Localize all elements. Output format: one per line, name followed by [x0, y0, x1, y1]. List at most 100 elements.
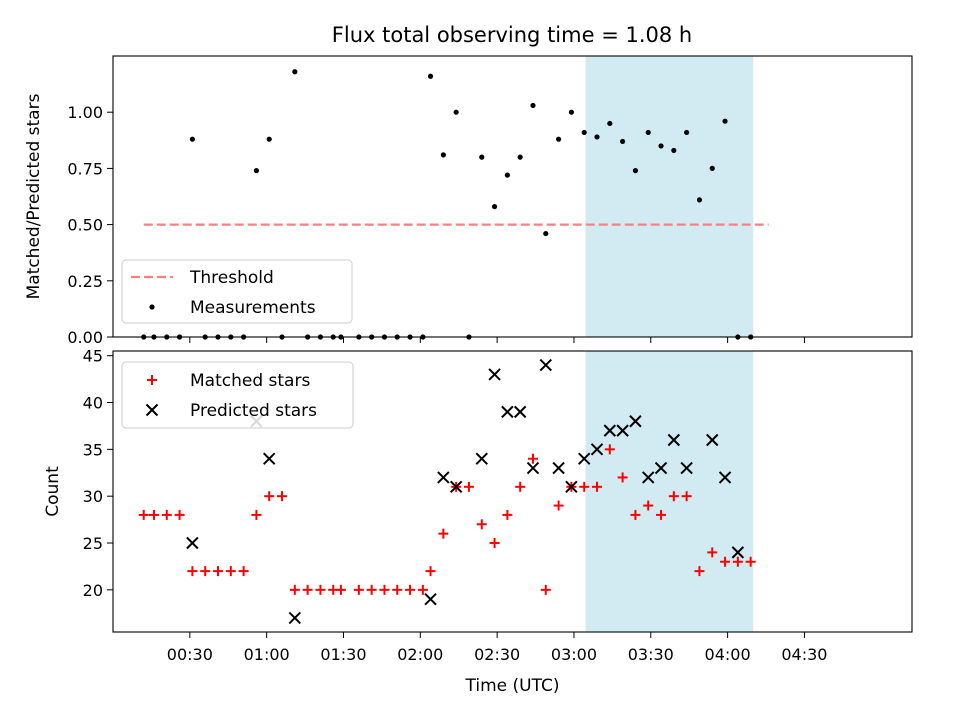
top-highlight-span — [585, 56, 754, 337]
predicted-star-point — [263, 452, 276, 465]
matched-star-point — [489, 538, 500, 549]
top-x-ticks — [189, 337, 805, 343]
measurement-point — [684, 129, 690, 136]
bottom-x-axis: 00:30 01:00 01:30 02:00 02:30 03:00 03:30 04:00… — [167, 632, 827, 664]
measurement-point — [253, 168, 260, 174]
predicted-star-point — [449, 480, 463, 494]
x-stroke-b — [642, 471, 655, 484]
matched-star-point — [540, 584, 551, 595]
predicted-star-point — [654, 461, 668, 475]
y-tick-label: 0.75 — [67, 159, 103, 178]
matched-star-point — [604, 444, 615, 455]
matched-star-point — [617, 472, 628, 483]
predicted-star-point — [718, 471, 732, 484]
matched-star-point — [527, 453, 538, 464]
x-stroke-b — [603, 424, 617, 437]
x-stroke-b — [145, 403, 159, 417]
measurement-point — [581, 129, 587, 136]
predicted-star-point — [629, 415, 642, 428]
x-tick-label: 01:30 — [320, 645, 366, 664]
bottom-y-axis: 20 25 30 35 40 45 — [83, 347, 113, 600]
predicted-star-point — [680, 461, 693, 475]
matched-star-point — [366, 584, 377, 595]
predicted-star-point — [288, 611, 302, 625]
x-stroke-b — [526, 461, 540, 475]
matched-star-point — [353, 584, 364, 595]
y-tick-label: 0.25 — [67, 272, 103, 291]
top-y-axis: 0.00 0.25 0.50 0.75 1.00 — [67, 103, 113, 347]
matched-star-point — [225, 566, 236, 577]
x-stroke-b — [590, 443, 604, 456]
predicted-star-point — [539, 358, 552, 372]
top-legend: Threshold Measurements — [121, 259, 353, 324]
legend-predicted-label: Predicted stars — [190, 401, 317, 421]
x-stroke-b — [680, 461, 693, 475]
matched-stars-series — [138, 444, 756, 595]
predicted-star-point — [667, 433, 681, 447]
top-y-axis-label: Matched/Predicted stars — [24, 93, 44, 299]
measurement-point — [427, 73, 434, 79]
x-tick-label: 02:30 — [474, 645, 520, 664]
matched-star-point — [264, 491, 275, 502]
measurement-point — [607, 120, 613, 127]
y-tick-label: 25 — [83, 534, 103, 553]
matched-star-point — [476, 519, 487, 530]
matched-star-point — [392, 584, 403, 595]
measurement-point — [620, 138, 626, 145]
measurement-point — [594, 134, 600, 140]
x-tick-label: 03:00 — [551, 645, 597, 664]
x-stroke-b — [186, 536, 199, 550]
matched-star-point — [720, 556, 731, 567]
bottom-legend: Matched stars Predicted stars — [121, 361, 354, 429]
matched-star-point — [553, 500, 564, 511]
matched-star-point — [707, 547, 718, 558]
measurement-point — [491, 204, 498, 210]
predicted-star-point — [706, 433, 719, 447]
measurement-point — [479, 154, 485, 160]
y-tick-label: 30 — [83, 487, 103, 506]
predicted-star-point — [552, 461, 565, 475]
matched-star-point — [302, 584, 313, 595]
x-stroke-b — [501, 405, 514, 419]
bottom-highlight-span — [585, 351, 754, 632]
predicted-star-point — [437, 471, 450, 484]
measurement-point — [658, 143, 664, 149]
legend-predicted-swatch — [145, 403, 159, 417]
matched-star-point — [238, 566, 249, 577]
predicted-star-point — [424, 593, 437, 606]
matched-star-point — [212, 566, 223, 577]
predicted-star-point — [616, 424, 629, 437]
matched-star-point — [694, 566, 705, 577]
measurement-point — [632, 168, 639, 174]
bottom-panel: 20 25 30 35 40 45 00:30 01:00 01:30 02:00 02:30 03… — [43, 347, 913, 696]
x-stroke-b — [437, 471, 450, 484]
top-panel: 0.00 0.25 0.50 0.75 1.00 Matched/Predicted s… — [24, 55, 913, 347]
x-tick-label: 01:00 — [244, 645, 290, 664]
matched-star-point — [148, 509, 159, 520]
measurement-point — [292, 69, 298, 75]
measurement-point — [722, 118, 728, 124]
measurement-point — [696, 197, 703, 203]
x-tick-label: 00:30 — [167, 645, 213, 664]
measurement-point — [266, 136, 272, 142]
observing-window-span — [585, 56, 754, 337]
legend-box — [121, 259, 353, 324]
x-stroke-b — [629, 415, 642, 428]
predicted-star-point — [565, 480, 578, 494]
measurement-point — [504, 172, 510, 178]
x-stroke-b — [654, 461, 668, 475]
measurement-point — [645, 129, 651, 136]
y-tick-label: 0.50 — [67, 216, 103, 235]
chart-title: Flux total observing time = 1.08 h — [332, 23, 692, 47]
x-stroke-b — [424, 593, 437, 606]
predicted-star-point — [642, 471, 655, 484]
matched-star-point — [187, 566, 198, 577]
matched-star-point — [200, 566, 211, 577]
measurement-point — [568, 109, 575, 115]
measurement-point — [555, 136, 562, 142]
measurement-point — [543, 230, 549, 237]
x-stroke-b — [667, 433, 681, 447]
matched-star-point — [174, 509, 185, 520]
